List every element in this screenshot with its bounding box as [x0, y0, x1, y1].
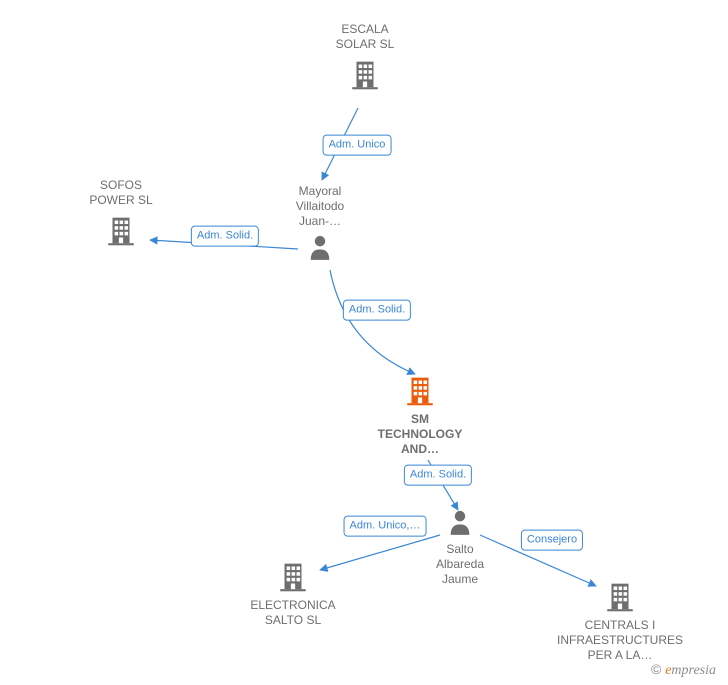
node-mayoral[interactable]: Mayoral Villaitodo Juan-…	[250, 184, 390, 267]
node-sm[interactable]: SM TECHNOLOGY AND…	[350, 372, 490, 457]
node-label: Salto Albareda Jaume	[390, 542, 530, 587]
building-icon	[348, 56, 382, 90]
building-icon	[276, 558, 310, 592]
person-icon	[446, 508, 474, 536]
building-icon	[603, 578, 637, 612]
node-label: ELECTRONICA SALTO SL	[223, 598, 363, 628]
person-icon	[306, 233, 334, 261]
node-label: ESCALA SOLAR SL	[295, 22, 435, 52]
node-electronica[interactable]: ELECTRONICA SALTO SL	[223, 558, 363, 628]
node-centrals[interactable]: CENTRALS I INFRAESTRUCTURES PER A LA…	[550, 578, 690, 663]
edge-label-e5: Adm. Unico,…	[344, 516, 427, 537]
node-label: CENTRALS I INFRAESTRUCTURES PER A LA…	[550, 618, 690, 663]
watermark: © empresia	[651, 661, 716, 679]
node-label: Mayoral Villaitodo Juan-…	[250, 184, 390, 229]
brand-rest: mpresia	[671, 663, 716, 678]
edge-label-e4: Adm. Solid.	[404, 465, 472, 486]
node-label: SOFOS POWER SL	[51, 178, 191, 208]
building-icon	[104, 212, 138, 246]
node-label: SM TECHNOLOGY AND…	[350, 412, 490, 457]
copyright-symbol: ©	[651, 661, 661, 677]
node-sofos[interactable]: SOFOS POWER SL	[51, 178, 191, 252]
node-escala[interactable]: ESCALA SOLAR SL	[295, 22, 435, 96]
diagram-canvas: ESCALA SOLAR SL SOFOS POWER SL Mayoral V…	[0, 0, 728, 685]
edge-label-e1: Adm. Unico	[323, 135, 392, 156]
edge-label-e6: Consejero	[521, 530, 583, 551]
edge-mayoral-sm	[330, 270, 415, 374]
edge-label-e2: Adm. Solid.	[191, 226, 259, 247]
edge-label-e3: Adm. Solid.	[343, 300, 411, 321]
building-icon	[403, 372, 437, 406]
